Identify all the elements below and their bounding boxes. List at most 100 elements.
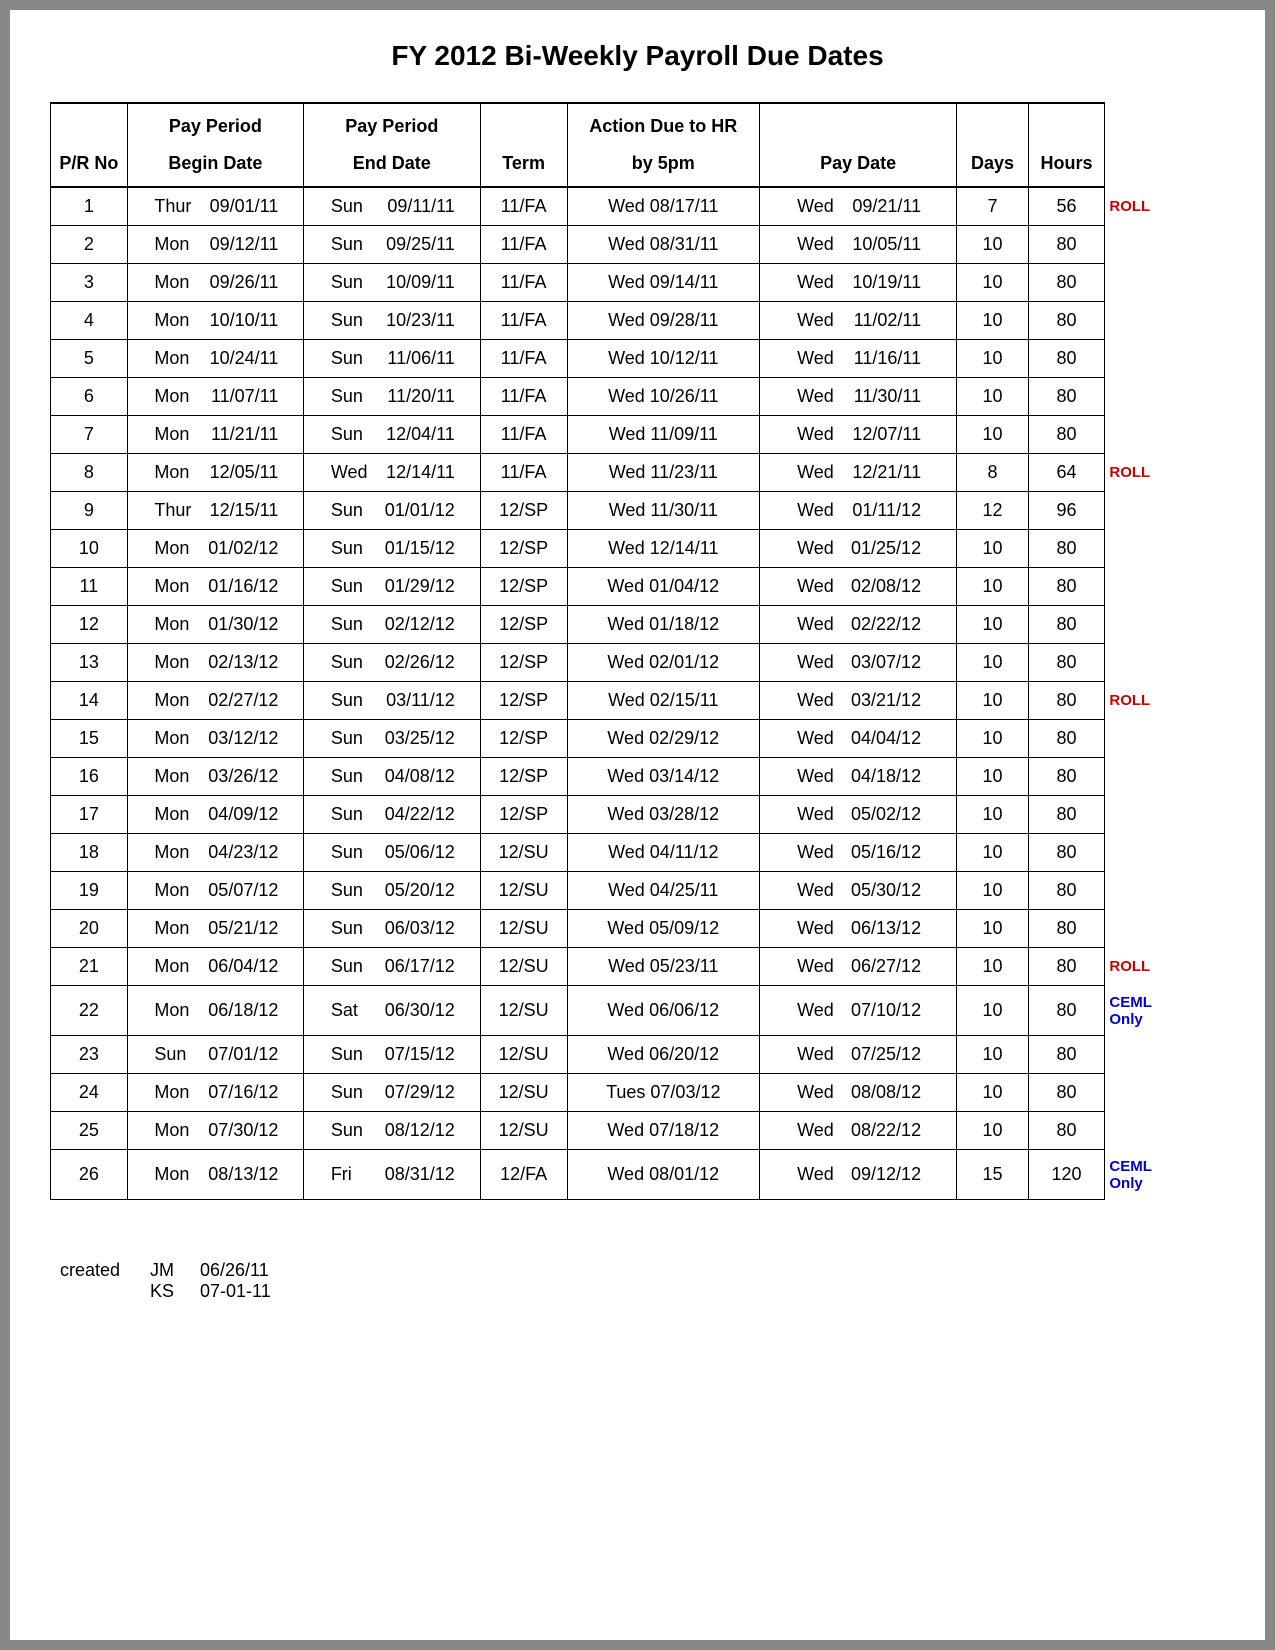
hdr-pr-1 (51, 103, 128, 145)
cell-hours: 56 (1028, 187, 1105, 226)
cell-hours: 80 (1028, 758, 1105, 796)
cell-pr: 2 (51, 226, 128, 264)
cell-pr: 5 (51, 340, 128, 378)
cell-begin: Mon09/12/11 (127, 226, 303, 264)
page: FY 2012 Bi-Weekly Payroll Due Dates Pay … (0, 0, 1275, 1650)
cell-pr: 9 (51, 492, 128, 530)
cell-note (1105, 492, 1180, 530)
cell-term: 11/FA (480, 340, 567, 378)
cell-pr: 15 (51, 720, 128, 758)
cell-pay: Wed09/21/11 (759, 187, 956, 226)
cell-action: Wed 08/01/12 (567, 1150, 759, 1200)
hdr-note-2 (1105, 145, 1180, 187)
cell-begin: Sun07/01/12 (127, 1036, 303, 1074)
hdr-days-1 (957, 103, 1028, 145)
table-row: 8Mon12/05/11Wed12/14/1111/FAWed 11/23/11… (51, 454, 1180, 492)
cell-begin: Mon06/18/12 (127, 986, 303, 1036)
table-row: 15Mon03/12/12Sun03/25/1212/SPWed 02/29/1… (51, 720, 1180, 758)
cell-days: 10 (957, 872, 1028, 910)
cell-pr: 4 (51, 302, 128, 340)
cell-note (1105, 758, 1180, 796)
cell-pr: 19 (51, 872, 128, 910)
cell-action: Wed 11/30/11 (567, 492, 759, 530)
cell-hours: 80 (1028, 1074, 1105, 1112)
cell-pay: Wed05/02/12 (759, 796, 956, 834)
cell-days: 10 (957, 378, 1028, 416)
hdr-hours-1 (1028, 103, 1105, 145)
cell-note: ROLL (1105, 187, 1180, 226)
cell-hours: 80 (1028, 948, 1105, 986)
cell-note: CEMLOnly (1105, 986, 1180, 1036)
cell-note (1105, 340, 1180, 378)
cell-pr: 24 (51, 1074, 128, 1112)
cell-begin: Mon04/09/12 (127, 796, 303, 834)
cell-pay: Wed01/11/12 (759, 492, 956, 530)
cell-note (1105, 606, 1180, 644)
cell-note (1105, 378, 1180, 416)
footer-init-1: KS (150, 1281, 200, 1302)
cell-pay: Wed02/08/12 (759, 568, 956, 606)
cell-note (1105, 872, 1180, 910)
cell-action: Wed 07/18/12 (567, 1112, 759, 1150)
cell-begin: Mon01/16/12 (127, 568, 303, 606)
cell-pay: Wed04/18/12 (759, 758, 956, 796)
hdr-pay-1 (759, 103, 956, 145)
cell-hours: 80 (1028, 606, 1105, 644)
cell-term: 12/SU (480, 910, 567, 948)
cell-hours: 80 (1028, 834, 1105, 872)
footer-label: created (60, 1260, 150, 1281)
cell-begin: Thur12/15/11 (127, 492, 303, 530)
cell-pr: 7 (51, 416, 128, 454)
cell-end: Sun03/11/12 (304, 682, 480, 720)
cell-pay: Wed11/02/11 (759, 302, 956, 340)
cell-hours: 80 (1028, 416, 1105, 454)
cell-days: 10 (957, 416, 1028, 454)
cell-note (1105, 644, 1180, 682)
cell-action: Wed 02/15/11 (567, 682, 759, 720)
cell-hours: 80 (1028, 1112, 1105, 1150)
cell-end: Sun04/22/12 (304, 796, 480, 834)
cell-pr: 25 (51, 1112, 128, 1150)
hdr-term-1 (480, 103, 567, 145)
cell-action: Wed 09/14/11 (567, 264, 759, 302)
cell-pay: Wed07/10/12 (759, 986, 956, 1036)
cell-end: Sun02/12/12 (304, 606, 480, 644)
hdr-hours-2: Hours (1028, 145, 1105, 187)
cell-end: Sun12/04/11 (304, 416, 480, 454)
cell-end: Sun04/08/12 (304, 758, 480, 796)
cell-begin: Mon02/13/12 (127, 644, 303, 682)
cell-term: 12/SU (480, 834, 567, 872)
cell-term: 12/SU (480, 1112, 567, 1150)
cell-end: Sun02/26/12 (304, 644, 480, 682)
cell-end: Sun05/06/12 (304, 834, 480, 872)
cell-term: 12/FA (480, 1150, 567, 1200)
table-row: 20Mon05/21/12Sun06/03/1212/SUWed 05/09/1… (51, 910, 1180, 948)
cell-pr: 23 (51, 1036, 128, 1074)
cell-action: Wed 01/04/12 (567, 568, 759, 606)
cell-pr: 8 (51, 454, 128, 492)
hdr-end-1: Pay Period (304, 103, 480, 145)
cell-term: 12/SU (480, 1036, 567, 1074)
cell-end: Sun01/29/12 (304, 568, 480, 606)
table-row: 14Mon02/27/12Sun03/11/1212/SPWed 02/15/1… (51, 682, 1180, 720)
page-title: FY 2012 Bi-Weekly Payroll Due Dates (40, 40, 1235, 72)
cell-end: Sun01/01/12 (304, 492, 480, 530)
cell-term: 11/FA (480, 416, 567, 454)
cell-pay: Wed06/13/12 (759, 910, 956, 948)
cell-begin: Thur09/01/11 (127, 187, 303, 226)
cell-pay: Wed03/07/12 (759, 644, 956, 682)
cell-hours: 64 (1028, 454, 1105, 492)
hdr-pr-2: P/R No (51, 145, 128, 187)
cell-pr: 22 (51, 986, 128, 1036)
cell-action: Wed 06/06/12 (567, 986, 759, 1036)
cell-hours: 80 (1028, 530, 1105, 568)
cell-pay: Wed02/22/12 (759, 606, 956, 644)
cell-hours: 80 (1028, 986, 1105, 1036)
cell-action: Wed 01/18/12 (567, 606, 759, 644)
cell-action: Wed 10/12/11 (567, 340, 759, 378)
cell-begin: Mon08/13/12 (127, 1150, 303, 1200)
hdr-action-1: Action Due to HR (567, 103, 759, 145)
table-row: 6Mon11/07/11Sun11/20/1111/FAWed 10/26/11… (51, 378, 1180, 416)
cell-term: 12/SP (480, 568, 567, 606)
cell-end: Sun07/29/12 (304, 1074, 480, 1112)
